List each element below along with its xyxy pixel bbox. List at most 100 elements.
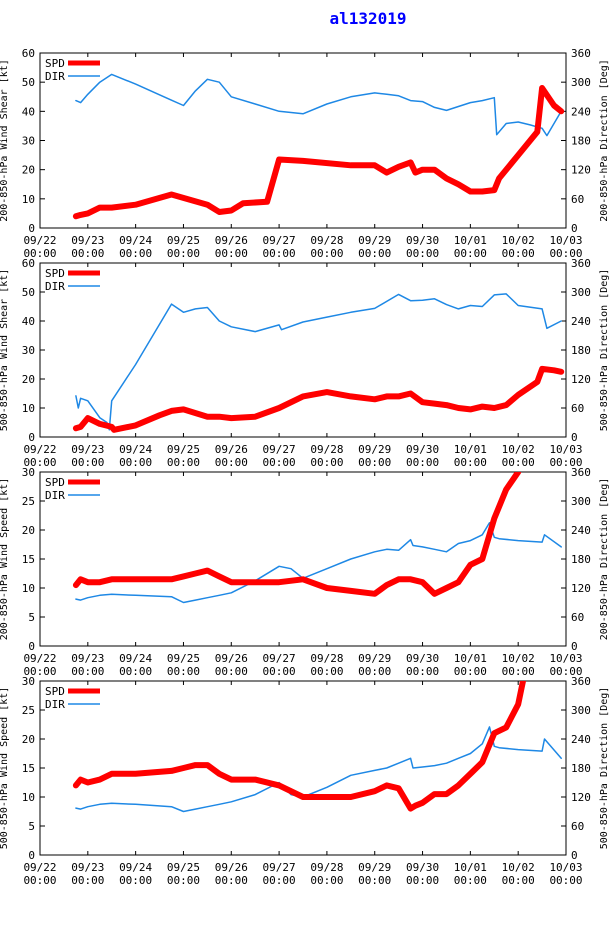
y-tick-label: 50 [22,76,35,89]
y-axis-label: 200-850-hPa Wind Shear [kt] [0,59,10,222]
x-tick-label-time: 00:00 [502,247,535,260]
legend-label-spd: SPD [45,267,65,280]
x-tick-label-time: 00:00 [71,247,104,260]
x-tick-label-time: 00:00 [310,247,343,260]
x-tick-label: 09/29 [358,652,391,665]
x-tick-label: 09/25 [167,861,200,874]
x-tick-label-time: 00:00 [71,874,104,887]
y2-tick-label: 300 [571,286,591,299]
x-tick-label-time: 00:00 [549,456,582,469]
y-axis-label: 200-850-hPa Wind Speed [kt] [0,478,10,641]
y2-axis-label: 500-850-hPa Direction [Deg] [599,269,610,432]
x-tick-label: 09/24 [119,861,152,874]
x-tick-label-time: 00:00 [358,456,391,469]
x-tick-label-time: 00:00 [358,247,391,260]
legend-label-dir: DIR [45,489,65,502]
x-tick-label-time: 00:00 [119,456,152,469]
y2-tick-label: 0 [571,222,578,235]
x-tick-label: 10/02 [502,861,535,874]
x-tick-label-time: 00:00 [406,456,439,469]
x-tick-label-time: 00:00 [454,247,487,260]
x-tick-label-time: 00:00 [215,665,248,678]
legend-label-spd: SPD [45,685,65,698]
dir-series-line [75,73,562,137]
x-tick-label: 10/03 [549,443,582,456]
y2-tick-label: 120 [571,791,591,804]
y-tick-label: 0 [28,640,35,653]
x-tick-label-time: 00:00 [549,247,582,260]
x-tick-label-time: 00:00 [502,874,535,887]
x-tick-label-time: 00:00 [119,874,152,887]
x-tick-label-time: 00:00 [23,665,56,678]
y2-tick-label: 120 [571,373,591,386]
y2-tick-label: 60 [571,402,584,415]
x-tick-label: 09/28 [310,652,343,665]
x-tick-label-time: 00:00 [263,456,296,469]
chart-panel-1: 09/2200:0009/2300:0009/2400:0009/2500:00… [0,47,610,260]
legend-label-spd: SPD [45,476,65,489]
x-tick-label-time: 00:00 [167,456,200,469]
y2-tick-label: 0 [571,431,578,444]
chart-panel-3: 09/2200:0009/2300:0009/2400:0009/2500:00… [0,466,610,678]
x-tick-label: 10/03 [549,652,582,665]
y-tick-label: 20 [22,164,35,177]
y-tick-label: 5 [28,820,35,833]
y-tick-label: 30 [22,466,35,479]
y-tick-label: 30 [22,135,35,148]
x-tick-label: 09/26 [215,443,248,456]
y-tick-label: 50 [22,286,35,299]
y-tick-label: 10 [22,402,35,415]
x-tick-label-time: 00:00 [71,456,104,469]
x-tick-label: 10/02 [502,443,535,456]
y2-tick-label: 120 [571,582,591,595]
x-tick-label: 09/26 [215,652,248,665]
y-tick-label: 25 [22,495,35,508]
legend-label-spd: SPD [45,57,65,70]
y2-axis-label: 500-850-hPa Direction [Deg] [599,687,610,850]
y2-tick-label: 240 [571,315,591,328]
spd-series-line [72,681,526,812]
y2-tick-label: 360 [571,257,591,270]
x-tick-label: 09/25 [167,652,200,665]
x-tick-label: 10/01 [454,443,487,456]
y2-tick-label: 180 [571,135,591,148]
x-tick-label: 09/22 [23,652,56,665]
plot-frame [39,52,567,229]
x-tick-label-time: 00:00 [454,665,487,678]
y2-tick-label: 180 [571,344,591,357]
y-tick-label: 0 [28,222,35,235]
y-axis-label: 500-850-hPa Wind Shear [kt] [0,269,10,432]
y2-tick-label: 300 [571,704,591,717]
x-tick-label: 09/27 [263,861,296,874]
y2-tick-label: 360 [571,47,591,60]
x-tick-label: 09/29 [358,861,391,874]
x-tick-label-time: 00:00 [358,874,391,887]
y-tick-label: 30 [22,344,35,357]
y-tick-label: 10 [22,791,35,804]
x-tick-label-time: 00:00 [310,874,343,887]
chart-panel-2: 09/2200:0009/2300:0009/2400:0009/2500:00… [0,257,610,469]
x-tick-label-time: 00:00 [23,874,56,887]
x-tick-label: 09/23 [71,234,104,247]
x-tick-label-time: 00:00 [406,874,439,887]
x-tick-label: 09/22 [23,861,56,874]
x-tick-label: 09/27 [263,443,296,456]
x-tick-label: 09/30 [406,652,439,665]
legend-label-dir: DIR [45,70,65,83]
spd-series-line [72,85,565,220]
x-tick-label-time: 00:00 [167,874,200,887]
x-tick-label: 09/28 [310,234,343,247]
x-tick-label: 10/03 [549,234,582,247]
y2-tick-label: 60 [571,820,584,833]
y-tick-label: 0 [28,849,35,862]
plot-frame [39,471,567,647]
x-tick-label-time: 00:00 [263,247,296,260]
y-tick-label: 60 [22,257,35,270]
x-tick-label-time: 00:00 [167,247,200,260]
x-tick-label-time: 00:00 [215,247,248,260]
y2-tick-label: 0 [571,640,578,653]
y-axis-label: 500-850-hPa Wind Speed [kt] [0,687,10,850]
x-tick-label: 10/03 [549,861,582,874]
x-tick-label-time: 00:00 [23,456,56,469]
